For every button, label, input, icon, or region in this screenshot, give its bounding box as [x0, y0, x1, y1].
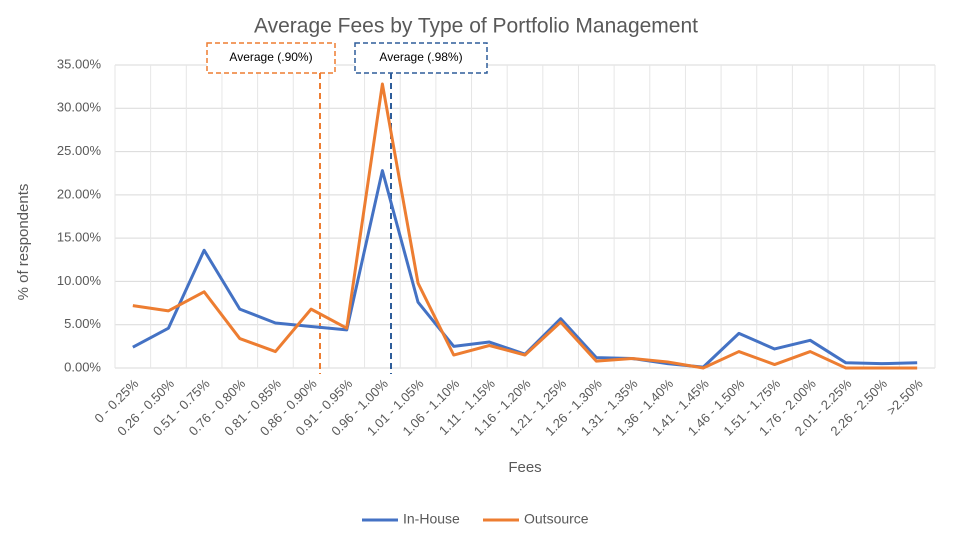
y-tick-label: 20.00% — [57, 186, 102, 201]
annotation-text: Average (.98%) — [379, 50, 462, 64]
y-axis-title: % of respondents — [15, 184, 32, 301]
y-tick-label: 30.00% — [57, 100, 102, 115]
legend-label: In-House — [403, 511, 460, 527]
y-tick-label: 35.00% — [57, 56, 102, 71]
y-tick-label: 15.00% — [57, 230, 102, 245]
series-line — [132, 82, 918, 370]
y-tick-label: 0.00% — [64, 359, 101, 374]
y-tick-label: 5.00% — [64, 316, 101, 331]
annotation-text: Average (.90%) — [229, 50, 312, 64]
annotation-box — [206, 42, 336, 74]
chart-title: Average Fees by Type of Portfolio Manage… — [254, 15, 698, 38]
x-axis-title: Fees — [508, 459, 541, 476]
y-tick-label: 25.00% — [57, 143, 102, 158]
legend-label: Outsource — [524, 511, 589, 527]
series-line — [132, 169, 918, 369]
x-tick-label: >2.50% — [884, 376, 926, 418]
y-tick-label: 10.00% — [57, 273, 102, 288]
annotation-box — [354, 42, 488, 74]
